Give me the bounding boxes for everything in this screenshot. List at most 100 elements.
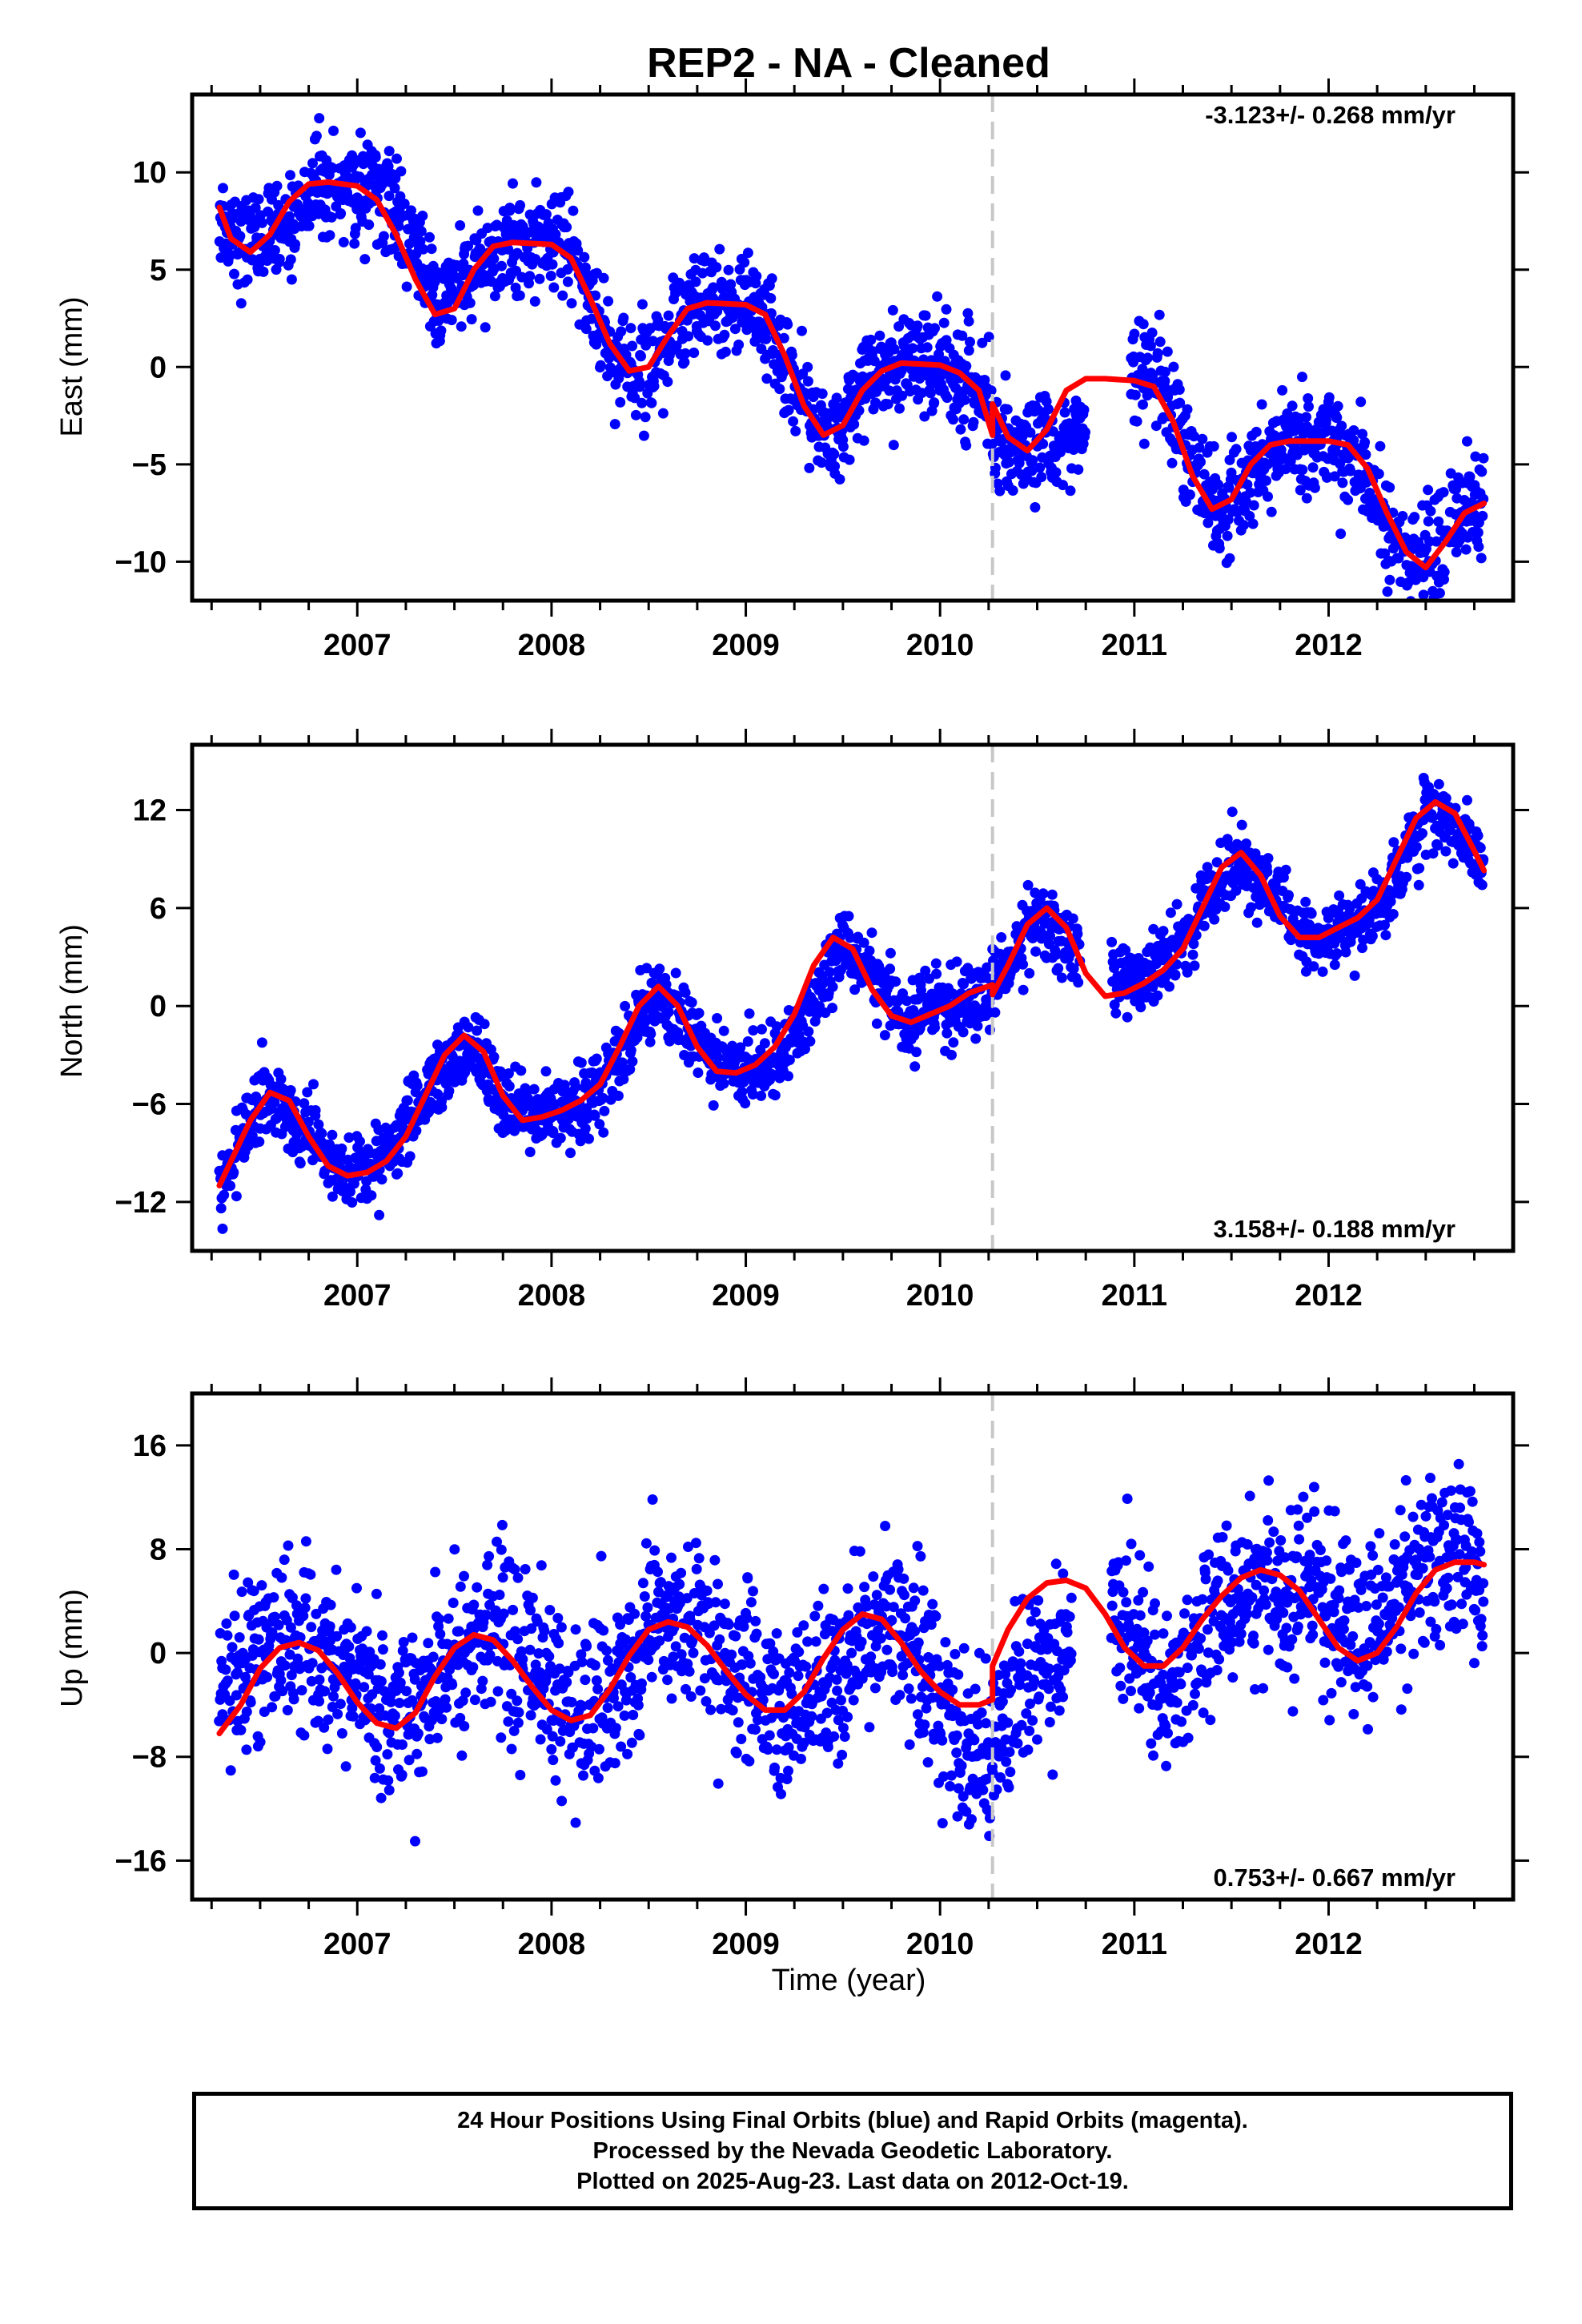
- east-data-point: [858, 435, 869, 446]
- east-data-point: [286, 274, 297, 285]
- north-panel: North (mm) 3.158+/- 0.188 mm/yr 2007 2008…: [55, 729, 1529, 1313]
- north-x-tick-label: 2008: [518, 1279, 586, 1313]
- up-data-point: [552, 1613, 564, 1623]
- east-data-point: [1476, 553, 1487, 564]
- north-data-point: [1306, 908, 1317, 919]
- east-data-point: [831, 392, 842, 404]
- north-data-point: [625, 1045, 636, 1056]
- up-data-point: [296, 1685, 307, 1696]
- north-data-point: [555, 1132, 566, 1144]
- up-data-point: [323, 1714, 334, 1725]
- east-data-point: [363, 219, 375, 231]
- north-data-point: [1209, 914, 1220, 925]
- east-data-point: [888, 440, 899, 451]
- east-panel: East (mm) -3.123+/- 0.268 mm/yr 2007 2008…: [55, 78, 1529, 662]
- east-data-point: [401, 281, 412, 292]
- north-data-point: [990, 1007, 1001, 1018]
- east-data-point: [1301, 493, 1312, 504]
- north-data-point: [1385, 896, 1396, 907]
- east-data-point: [416, 226, 427, 237]
- east-data-point: [1323, 392, 1335, 403]
- east-data-point: [968, 416, 979, 428]
- up-data-point: [447, 1679, 458, 1691]
- north-data-point: [1165, 907, 1176, 919]
- up-data-point: [299, 1602, 311, 1614]
- north-data-point: [843, 911, 854, 922]
- up-data-point: [581, 1641, 592, 1652]
- north-x-tick-label: 2011: [1102, 1279, 1167, 1313]
- east-data-point: [1014, 457, 1025, 468]
- north-data-point: [1148, 923, 1159, 935]
- up-data-point: [276, 1572, 287, 1583]
- east-data-point: [1335, 529, 1347, 539]
- up-data-point: [647, 1494, 658, 1505]
- east-data-point: [256, 217, 267, 228]
- up-data-point: [222, 1630, 233, 1641]
- east-data-point: [258, 266, 269, 277]
- up-data-point: [525, 1605, 536, 1616]
- north-data-point: [740, 1098, 751, 1109]
- east-data-point: [636, 397, 648, 408]
- north-data-point: [1211, 857, 1223, 868]
- up-data-point: [476, 1683, 487, 1695]
- up-data-point: [347, 1711, 359, 1722]
- up-data-point: [236, 1586, 247, 1598]
- up-data-point: [314, 1675, 325, 1685]
- north-data-point: [1068, 963, 1079, 975]
- up-data-point: [397, 1645, 408, 1656]
- east-data-point: [1332, 400, 1343, 412]
- east-data-point: [1195, 456, 1206, 468]
- north-data-point: [594, 1119, 605, 1130]
- east-data-point: [1382, 586, 1393, 597]
- north-data-point: [472, 1025, 483, 1036]
- east-data-point: [561, 222, 572, 233]
- north-data-point: [1236, 819, 1247, 830]
- up-data-point: [369, 1772, 380, 1783]
- north-data-point: [866, 927, 877, 939]
- up-data-point: [409, 1674, 420, 1685]
- north-data-point: [744, 1008, 755, 1019]
- north-data-point: [1067, 913, 1078, 924]
- up-data-point: [228, 1569, 239, 1580]
- up-data-point: [298, 1610, 309, 1622]
- up-data-point: [459, 1721, 470, 1731]
- east-data-point: [524, 271, 536, 282]
- north-data-point: [708, 1100, 719, 1111]
- up-data-point: [637, 1578, 648, 1589]
- east-data-point: [636, 351, 646, 362]
- east-data-point: [580, 262, 591, 273]
- up-data-point: [494, 1590, 505, 1600]
- east-data-point: [1142, 352, 1153, 364]
- east-data-point: [640, 412, 651, 423]
- up-data-point: [546, 1743, 557, 1755]
- up-data-point: [497, 1572, 508, 1583]
- east-data-point: [1266, 506, 1277, 517]
- east-data-point: [959, 394, 970, 405]
- east-data-point: [834, 474, 845, 485]
- east-data-point: [907, 343, 918, 354]
- up-data-point: [428, 1651, 439, 1663]
- east-data-point: [729, 324, 741, 335]
- east-data-point: [242, 274, 253, 285]
- north-data-point: [336, 1143, 347, 1154]
- east-data-point: [921, 342, 933, 353]
- up-data-point: [220, 1664, 231, 1675]
- up-data-point: [345, 1622, 356, 1633]
- east-data-point: [849, 419, 860, 430]
- north-data-point: [713, 1051, 724, 1063]
- north-data-point: [641, 963, 652, 974]
- east-data-point: [273, 199, 284, 211]
- up-data-point: [566, 1697, 577, 1707]
- north-y-tick-label: −12: [115, 1186, 167, 1220]
- east-data-point: [1261, 475, 1271, 486]
- east-data-point: [1245, 487, 1256, 498]
- east-data-point: [609, 419, 620, 430]
- east-data-point: [580, 324, 592, 335]
- north-data-point: [374, 1209, 385, 1220]
- north-data-point: [1046, 889, 1058, 900]
- east-data-point: [695, 309, 705, 320]
- north-rate-label: 3.158+/- 0.188 mm/yr: [1214, 1215, 1456, 1243]
- east-data-point: [586, 313, 597, 324]
- north-data-point: [1018, 984, 1029, 995]
- up-data-point: [513, 1707, 524, 1718]
